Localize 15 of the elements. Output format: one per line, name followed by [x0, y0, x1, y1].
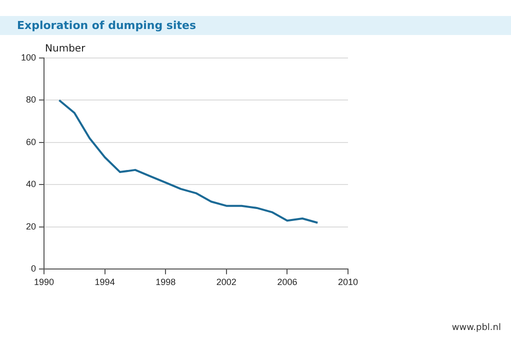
chart-title: Exploration of dumping sites	[0, 16, 511, 35]
text: www.pbl.nl	[452, 323, 501, 333]
y-tick-label: 80	[26, 94, 36, 105]
x-tick-label: 1998	[156, 277, 176, 288]
y-tick-label: 100	[20, 52, 36, 62]
x-tick-label: 2010	[338, 277, 358, 288]
y-tick-label: 60	[26, 136, 36, 147]
x-tick-label: 1990	[34, 277, 54, 288]
y-tick-label: 20	[26, 221, 36, 232]
x-tick-label: 2002	[216, 277, 236, 288]
y-tick-label: 0	[31, 264, 36, 274]
x-tick-label: 1994	[94, 277, 115, 288]
y-tick-label: 40	[26, 179, 36, 190]
y-axis-title: Number	[45, 44, 86, 55]
x-tick-label: 2006	[277, 277, 298, 288]
